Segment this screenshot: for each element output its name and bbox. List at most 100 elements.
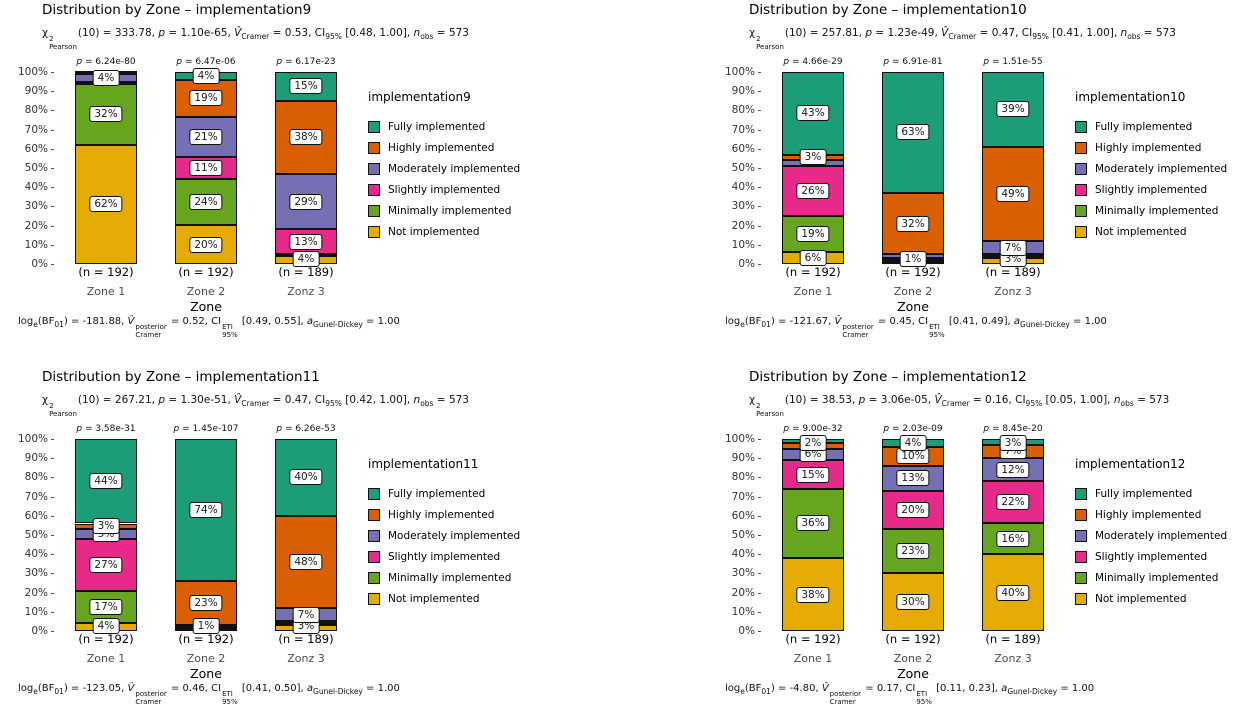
bar-n-label: (n = 192)	[178, 265, 234, 279]
subscript: Gunel-Dickey	[1007, 687, 1058, 696]
sup-sub-stack: ETI 95%	[916, 690, 932, 706]
legend-item-label: Highly implemented	[1095, 508, 1202, 521]
legend-item-label: Minimally implemented	[1095, 571, 1219, 584]
y-axis-tick-label: 90%	[24, 452, 48, 465]
legend-item: Minimally implemented	[1075, 567, 1233, 588]
legend-item-label: Slightly implemented	[1095, 550, 1208, 563]
y-axis-tick	[758, 264, 761, 265]
panel-subtitle: χ 2 Pearson (10) = 333.78, p = 1.10e-65, V̂…	[42, 27, 469, 51]
italic-symbol: p	[983, 424, 990, 434]
stacked-bar: 1% 23% 74%	[175, 439, 237, 635]
y-axis-tick	[758, 206, 761, 208]
italic-symbol: p	[783, 57, 790, 67]
bar-segment-label: 19%	[189, 90, 223, 107]
bar-segment-label: 29%	[289, 193, 323, 210]
legend-key-swatch	[368, 571, 380, 584]
y-axis-tick-label: 70%	[731, 490, 755, 503]
x-axis-title: Zone	[897, 666, 929, 681]
panel-subtitle: χ 2 Pearson (10) = 257.81, p = 1.23e-49, V̂…	[749, 27, 1176, 51]
chart-panel-implementation10: Distribution by Zone – implementation10 χ…	[707, 2, 1233, 355]
sup-sub-stack: posterior Cramer	[135, 323, 167, 339]
legend-key-swatch	[1075, 120, 1087, 133]
italic-symbol: p	[983, 57, 990, 67]
legend-item: Fully implemented	[1075, 483, 1233, 504]
legend-key-swatch	[1075, 162, 1087, 175]
legend-item-label: Fully implemented	[1095, 487, 1193, 500]
stacked-bar: 38% 36% 15% 6% 2%	[782, 434, 844, 631]
bar-segment-label: 38%	[289, 129, 323, 146]
bar-segment-label: 38%	[796, 586, 830, 603]
bar-segment-label: 11%	[189, 160, 223, 176]
bar-segment-label: 1%	[899, 251, 927, 268]
y-axis-tick-label: 0%	[31, 258, 48, 270]
italic-symbol: n	[1120, 27, 1128, 39]
bar-p-value-label: p = 6.91e-81	[883, 57, 943, 67]
y-axis-tick-label: 30%	[731, 567, 755, 580]
y-axis-tick	[51, 496, 54, 498]
y-axis-tick-label: 40%	[24, 181, 48, 194]
y-axis-tick-label: 60%	[731, 509, 755, 522]
italic-symbol: n	[1113, 394, 1121, 406]
bar-segment-label: 6%	[799, 250, 827, 267]
legend-title: implementation12	[1075, 457, 1186, 471]
y-axis-tick	[758, 554, 761, 556]
bar-p-value-label: p = 4.66e-29	[783, 57, 843, 67]
legend: implementation12 Fully implemented Highly …	[1075, 457, 1233, 609]
bar-segment	[175, 439, 237, 582]
bar-segment-label: 3%	[999, 434, 1027, 451]
y-axis-tick	[51, 573, 54, 575]
sup-sub-stack: 2 Pearson	[49, 35, 77, 51]
y-axis-tick-label: 50%	[24, 162, 48, 174]
legend: implementation11 Fully implemented Highly …	[368, 457, 530, 609]
y-axis-tick-label: 90%	[731, 452, 755, 465]
stacked-bar: 4%17%27%5%3%44%	[75, 439, 137, 635]
bar-segment-label: 24%	[189, 193, 223, 210]
legend-item-label: Minimally implemented	[1095, 204, 1219, 217]
bar-segment-label: 23%	[189, 595, 223, 612]
panel-subtitle: χ 2 Pearson (10) = 267.21, p = 1.30e-51, V̂…	[42, 394, 469, 418]
italic-symbol: V̂	[941, 27, 949, 39]
y-axis-tick-label: 20%	[24, 586, 48, 599]
legend-item-label: Fully implemented	[388, 487, 486, 500]
y-axis-tick-label: 60%	[24, 142, 48, 155]
italic-symbol: a	[1001, 683, 1008, 694]
y-axis-tick	[51, 91, 54, 93]
y-axis-tick	[51, 148, 54, 150]
x-axis-tick-label: Zone 2	[893, 285, 933, 298]
italic-symbol: p	[176, 57, 183, 67]
bar-segment-label: 44%	[89, 473, 123, 490]
bar-segment-label: 4%	[292, 251, 320, 268]
subscript: 95%	[325, 32, 342, 41]
y-axis-tick	[51, 477, 54, 479]
subscript: 01	[761, 320, 771, 329]
y-axis-tick-label: 70%	[731, 123, 755, 136]
bar-segment-label: 27%	[89, 556, 123, 573]
y-axis-tick	[758, 592, 761, 594]
stacked-bar: 3% 7% 48% 40%	[275, 439, 337, 635]
legend-item-label: Slightly implemented	[388, 183, 501, 196]
panel-title: Distribution by Zone – implementation10	[749, 2, 1027, 18]
x-axis-tick-label: Zone 1	[86, 652, 126, 665]
y-axis-tick	[758, 129, 761, 131]
legend-key-swatch	[1075, 592, 1087, 605]
y-axis-tick-label: 20%	[731, 586, 755, 599]
subscript: 01	[54, 320, 64, 329]
legend-item: Moderately implemented	[1075, 525, 1233, 546]
bar-segment-label: 15%	[289, 78, 323, 95]
panel-title: Distribution by Zone – implementation11	[42, 369, 320, 385]
y-axis-tick	[51, 631, 54, 632]
italic-symbol: p	[883, 424, 890, 434]
y-axis-tick	[758, 573, 761, 575]
y-axis-tick-label: 10%	[24, 238, 48, 251]
italic-symbol: p	[883, 57, 890, 67]
italic-symbol: V̂	[127, 316, 135, 327]
y-axis-tick-label: 40%	[24, 548, 48, 561]
italic-symbol: V̂	[934, 394, 942, 406]
x-axis-tick-label: Zonz 3	[994, 285, 1032, 298]
bar-segment-label: 1%	[192, 618, 220, 635]
bar-n-label: (n = 189)	[985, 265, 1041, 279]
bar-n-label: (n = 189)	[278, 632, 334, 646]
y-axis-tick-label: 0%	[738, 258, 755, 270]
y-axis-tick	[51, 168, 54, 169]
bar-segment-label: 20%	[189, 236, 223, 253]
